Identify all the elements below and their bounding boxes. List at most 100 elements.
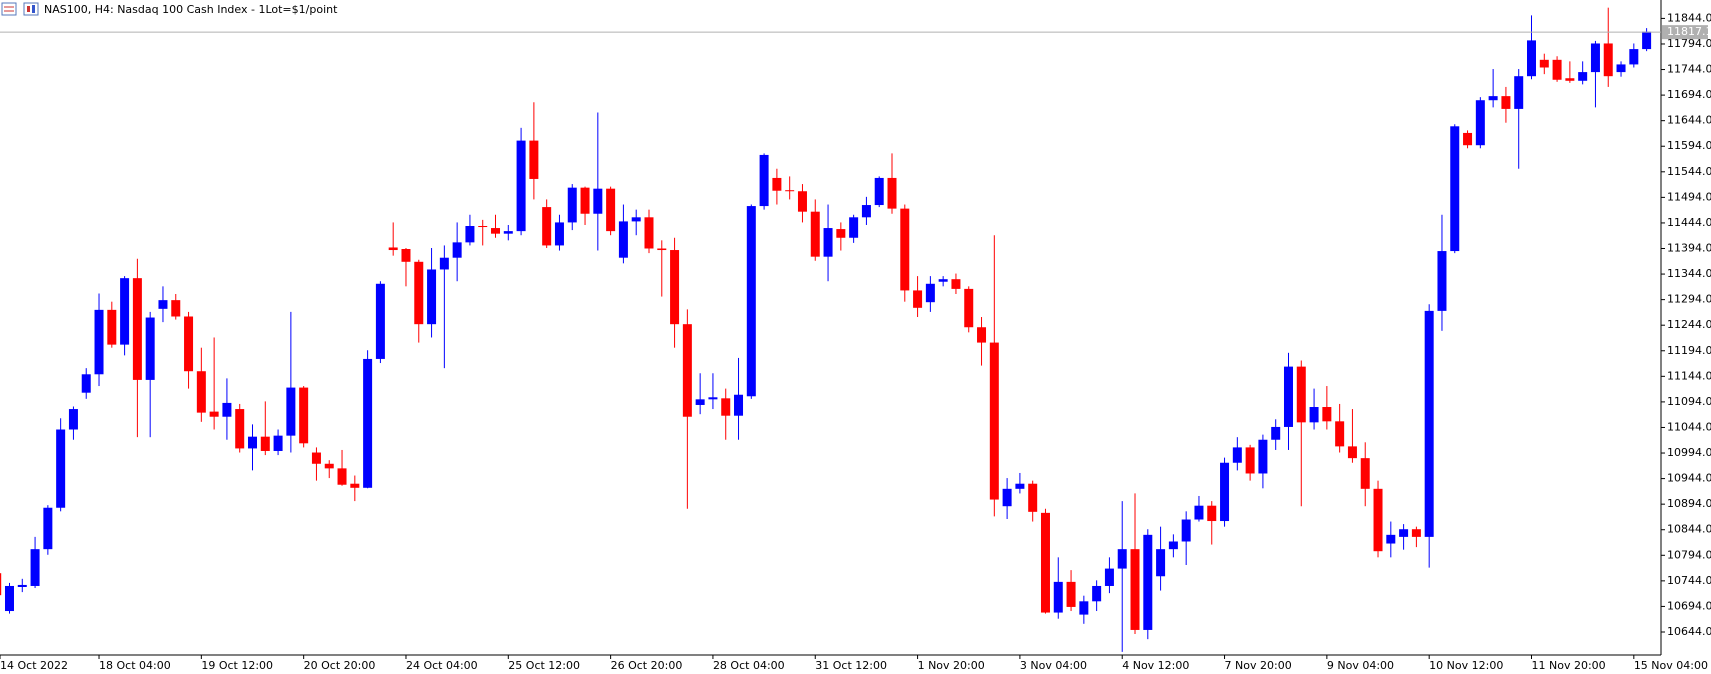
x-tick-label: 9 Nov 04:00: [1327, 659, 1394, 672]
candle-body: [414, 261, 424, 325]
candle-body: [273, 435, 283, 451]
candle-body: [900, 208, 910, 291]
candle-body: [657, 248, 667, 251]
candle-body: [1296, 366, 1306, 423]
candle-body: [209, 411, 219, 417]
candle-body: [1283, 366, 1293, 427]
candle-body: [644, 217, 654, 249]
candle-body: [465, 226, 475, 243]
icon-bar: [27, 6, 30, 12]
candle-body: [1450, 126, 1460, 252]
candle-body: [1028, 483, 1038, 512]
candle-body: [286, 387, 296, 436]
x-tick-label: 3 Nov 04:00: [1020, 659, 1087, 672]
icon-bar: [32, 5, 35, 13]
candle-body: [1271, 426, 1281, 440]
x-tick-label: 15 Nov 04:00: [1634, 659, 1708, 672]
candle-body: [1514, 76, 1524, 109]
candle-body: [1079, 601, 1089, 615]
candle-body: [670, 250, 680, 325]
current-price-box: [1662, 25, 1708, 40]
y-tick-label: 11194.0: [1667, 344, 1711, 357]
candle-body: [324, 463, 334, 469]
icon: [1, 2, 17, 16]
candle-body: [938, 279, 948, 282]
candle-body: [1220, 462, 1230, 522]
candle-body: [478, 226, 488, 228]
candle-body: [120, 278, 130, 345]
candle-body: [593, 188, 603, 214]
candle-body: [1347, 446, 1357, 459]
candle-body: [132, 278, 142, 380]
candle-body: [158, 300, 168, 309]
candle-body: [1590, 43, 1600, 73]
candle-body: [529, 140, 539, 179]
y-tick-label: 10794.0: [1667, 548, 1711, 561]
candle-body: [708, 397, 718, 400]
candle-body: [1245, 447, 1255, 474]
candle-body: [1437, 251, 1447, 311]
candle-body: [836, 229, 846, 238]
candle-body: [1488, 96, 1498, 101]
candle-body: [388, 247, 398, 251]
x-tick-label: 25 Oct 12:00: [508, 659, 580, 672]
candle-body: [1040, 512, 1050, 613]
x-tick-label: 19 Oct 12:00: [201, 659, 273, 672]
candle-body: [810, 211, 820, 257]
candle-body: [554, 222, 564, 246]
y-tick-label: 11794.0: [1667, 37, 1711, 50]
candle-body: [721, 398, 731, 416]
y-tick-label: 11744.0: [1667, 63, 1711, 76]
y-tick-label: 10994.0: [1667, 446, 1711, 459]
candle-body: [1322, 407, 1332, 422]
candle-body: [631, 217, 641, 222]
candle-body: [580, 187, 590, 214]
candle-body: [1258, 439, 1268, 474]
candle-body: [887, 177, 897, 209]
y-tick-label: 11544.0: [1667, 165, 1711, 178]
candle-body: [222, 402, 232, 417]
candle-body: [1399, 529, 1409, 537]
candle-body: [861, 205, 871, 218]
candle-body: [1053, 581, 1063, 613]
candle-body: [1168, 541, 1178, 550]
candle-body: [567, 187, 577, 223]
y-tick-label: 11294.0: [1667, 293, 1711, 306]
x-tick-label: 28 Oct 04:00: [713, 659, 785, 672]
candle-body: [797, 191, 807, 212]
candle-body: [913, 290, 923, 308]
candle-body: [759, 154, 769, 207]
candle-body: [951, 279, 961, 289]
candle-body: [849, 217, 859, 238]
candle-body: [401, 249, 411, 262]
candle-body: [184, 316, 194, 372]
candle-body: [1194, 505, 1204, 520]
candle-body: [1501, 96, 1511, 109]
candle-body: [171, 300, 181, 317]
candle-body: [516, 140, 526, 232]
candle-body: [925, 283, 935, 303]
candle-body: [874, 177, 884, 206]
y-tick-label: 10744.0: [1667, 574, 1711, 587]
x-tick-label: 7 Nov 20:00: [1225, 659, 1292, 672]
candle-body: [1616, 64, 1626, 73]
x-tick-label: 4 Nov 12:00: [1122, 659, 1189, 672]
x-tick-label: 18 Oct 04:00: [99, 659, 171, 672]
candle-body: [1463, 132, 1473, 146]
candle-body: [1066, 581, 1076, 607]
candle-body: [363, 358, 373, 488]
y-tick-label: 10644.0: [1667, 625, 1711, 638]
candle-body: [235, 409, 245, 449]
candle-body: [734, 394, 744, 416]
candle-body: [977, 327, 987, 343]
y-tick-label: 11444.0: [1667, 216, 1711, 229]
candle-body: [695, 399, 705, 405]
candle-body: [81, 374, 91, 393]
chart-title: NAS100, H4: Nasdaq 100 Cash Index - 1Lot…: [44, 3, 338, 16]
candle-body: [196, 371, 206, 413]
candle-body: [375, 283, 385, 359]
y-tick-label: 10944.0: [1667, 472, 1711, 485]
